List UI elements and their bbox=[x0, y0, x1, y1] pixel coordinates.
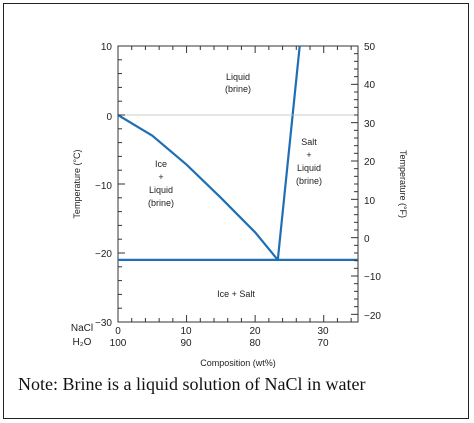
region-salt-liquid-label: Liquid bbox=[297, 163, 321, 173]
left-tick-label: 10 bbox=[101, 42, 113, 53]
h2o-tick-label: 70 bbox=[317, 338, 329, 349]
region-ice-liquid-label: (brine) bbox=[148, 198, 174, 208]
region-ice-liquid-label: Liquid bbox=[149, 185, 173, 195]
right-tick-label: 50 bbox=[364, 42, 376, 53]
left-tick-label: −30 bbox=[95, 318, 112, 329]
h2o-label: H₂O bbox=[73, 337, 92, 348]
region-liquid-label: Liquid bbox=[226, 72, 250, 82]
h2o-tick-label: 90 bbox=[180, 338, 192, 349]
left-tick-label: 0 bbox=[106, 112, 112, 123]
figure-frame bbox=[3, 3, 469, 419]
nacl-tick-label: 30 bbox=[317, 326, 329, 337]
region-ice-salt-label: Ice + Salt bbox=[217, 289, 255, 299]
region-ice-liquid-label: Ice bbox=[155, 159, 167, 169]
region-salt-liquid-label: + bbox=[306, 150, 311, 160]
right-tick-label: −10 bbox=[364, 272, 381, 283]
nacl-label: NaCl bbox=[71, 323, 93, 334]
region-salt-liquid-label: Salt bbox=[301, 137, 317, 147]
axis-ticks bbox=[117, 45, 358, 323]
region-salt-liquid-label: (brine) bbox=[296, 176, 322, 186]
right-tick-label: 30 bbox=[364, 119, 376, 130]
right-axis-title: Temperature (°F) bbox=[398, 150, 408, 218]
nacl-tick-label: 20 bbox=[249, 326, 261, 337]
salt-liquidus-curve bbox=[276, 45, 301, 261]
nacl-tick-label: 0 bbox=[115, 326, 121, 337]
region-liquid-label: (brine) bbox=[225, 84, 251, 94]
left-tick-label: −20 bbox=[95, 249, 112, 260]
x-axis-title: Composition (wt%) bbox=[200, 358, 276, 368]
note-caption: Note: Brine is a liquid solution of NaCl… bbox=[18, 374, 366, 394]
ice-liquidus-curve bbox=[117, 114, 279, 261]
region-ice-liquid-label: + bbox=[158, 172, 163, 182]
left-axis-title: Temperature (°C) bbox=[72, 149, 82, 218]
right-tick-label: 10 bbox=[364, 196, 376, 207]
right-tick-label: 0 bbox=[364, 234, 370, 245]
left-tick-label: −10 bbox=[95, 181, 112, 192]
right-tick-label: 20 bbox=[364, 157, 376, 168]
h2o-tick-label: 100 bbox=[110, 338, 127, 349]
right-tick-label: −20 bbox=[364, 311, 381, 322]
nacl-tick-label: 10 bbox=[180, 326, 192, 337]
h2o-tick-label: 80 bbox=[249, 338, 261, 349]
right-tick-label: 40 bbox=[364, 80, 376, 91]
